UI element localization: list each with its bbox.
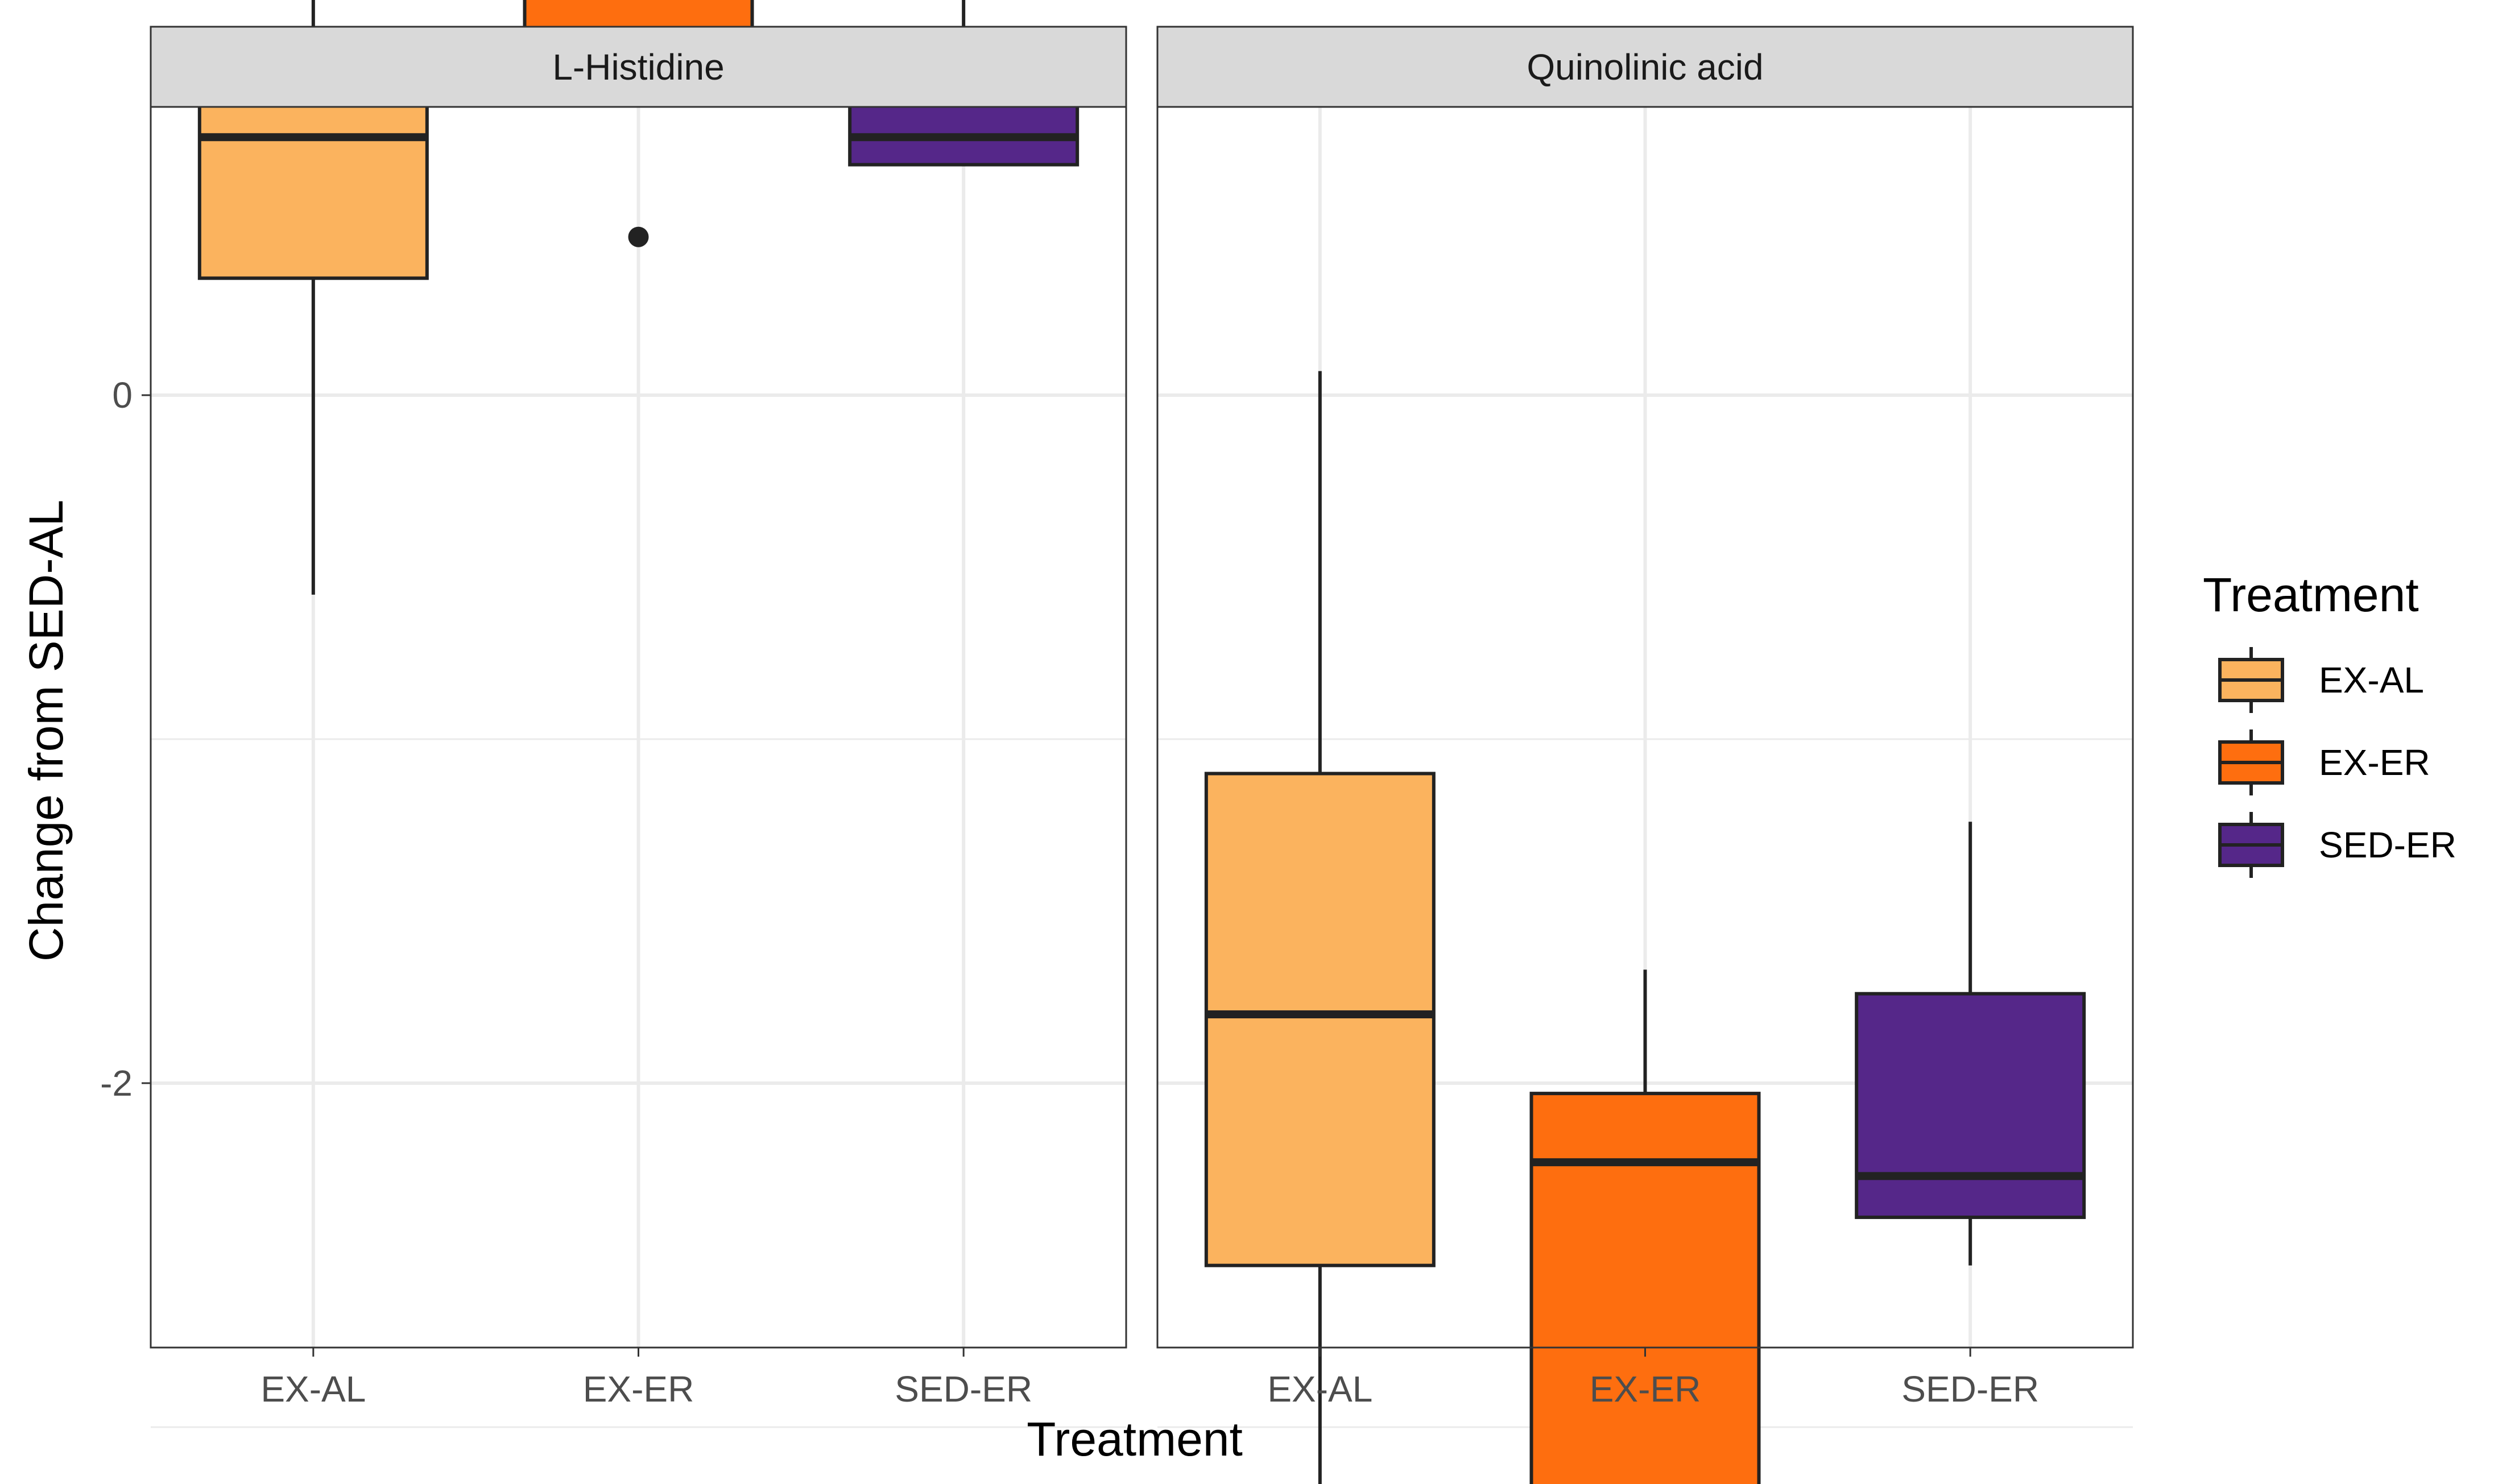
box-body <box>1855 992 2086 1219</box>
legend-label: SED-ER <box>2319 824 2456 865</box>
outlier-point <box>628 226 649 247</box>
box-body <box>1529 1092 1761 1484</box>
box-sed-er <box>1855 822 2086 1266</box>
panel-1: Quinolinic acid EX-AL EX-ER SED-ER <box>1156 26 2134 1484</box>
facet-strip <box>1156 26 2134 108</box>
legend-title: Treatment <box>2203 568 2419 621</box>
y-axis: 0-2-4 <box>100 375 151 1104</box>
x-tick-label: EX-AL <box>260 1369 366 1410</box>
legend-label: EX-ER <box>2319 742 2430 783</box>
legend-item-sed-er: SED-ER <box>2218 812 2456 878</box>
facet-strip <box>150 26 1127 108</box>
x-tick-label: EX-AL <box>1267 1369 1372 1410</box>
x-tick-label: EX-ER <box>1590 1369 1701 1410</box>
box-body <box>1204 772 1436 1267</box>
x-tick-label: SED-ER <box>1901 1369 2039 1410</box>
legend-item-ex-er: EX-ER <box>2218 729 2430 795</box>
panel-0: L-Histidine EX-AL EX-ER SED-ER <box>150 0 1127 1428</box>
x-axis-title: Treatment <box>1027 1412 1243 1466</box>
x-tick-label: SED-ER <box>895 1369 1032 1410</box>
y-tick-label: 0 <box>112 375 133 416</box>
box-ex-er <box>1529 969 1761 1484</box>
box-ex-al <box>1204 371 1436 1484</box>
x-tick-label: EX-ER <box>583 1369 694 1410</box>
facet-strip-label: Quinolinic acid <box>1527 47 1763 88</box>
y-tick-label: -2 <box>100 1063 133 1104</box>
y-axis-title: Change from SED-AL <box>19 500 73 961</box>
legend: Treatment EX-AL EX-ER SED-ER <box>2203 568 2456 878</box>
legend-label: EX-AL <box>2319 660 2424 700</box>
legend-item-ex-al: EX-AL <box>2218 647 2424 713</box>
facet-strip-label: L-Histidine <box>552 47 724 88</box>
